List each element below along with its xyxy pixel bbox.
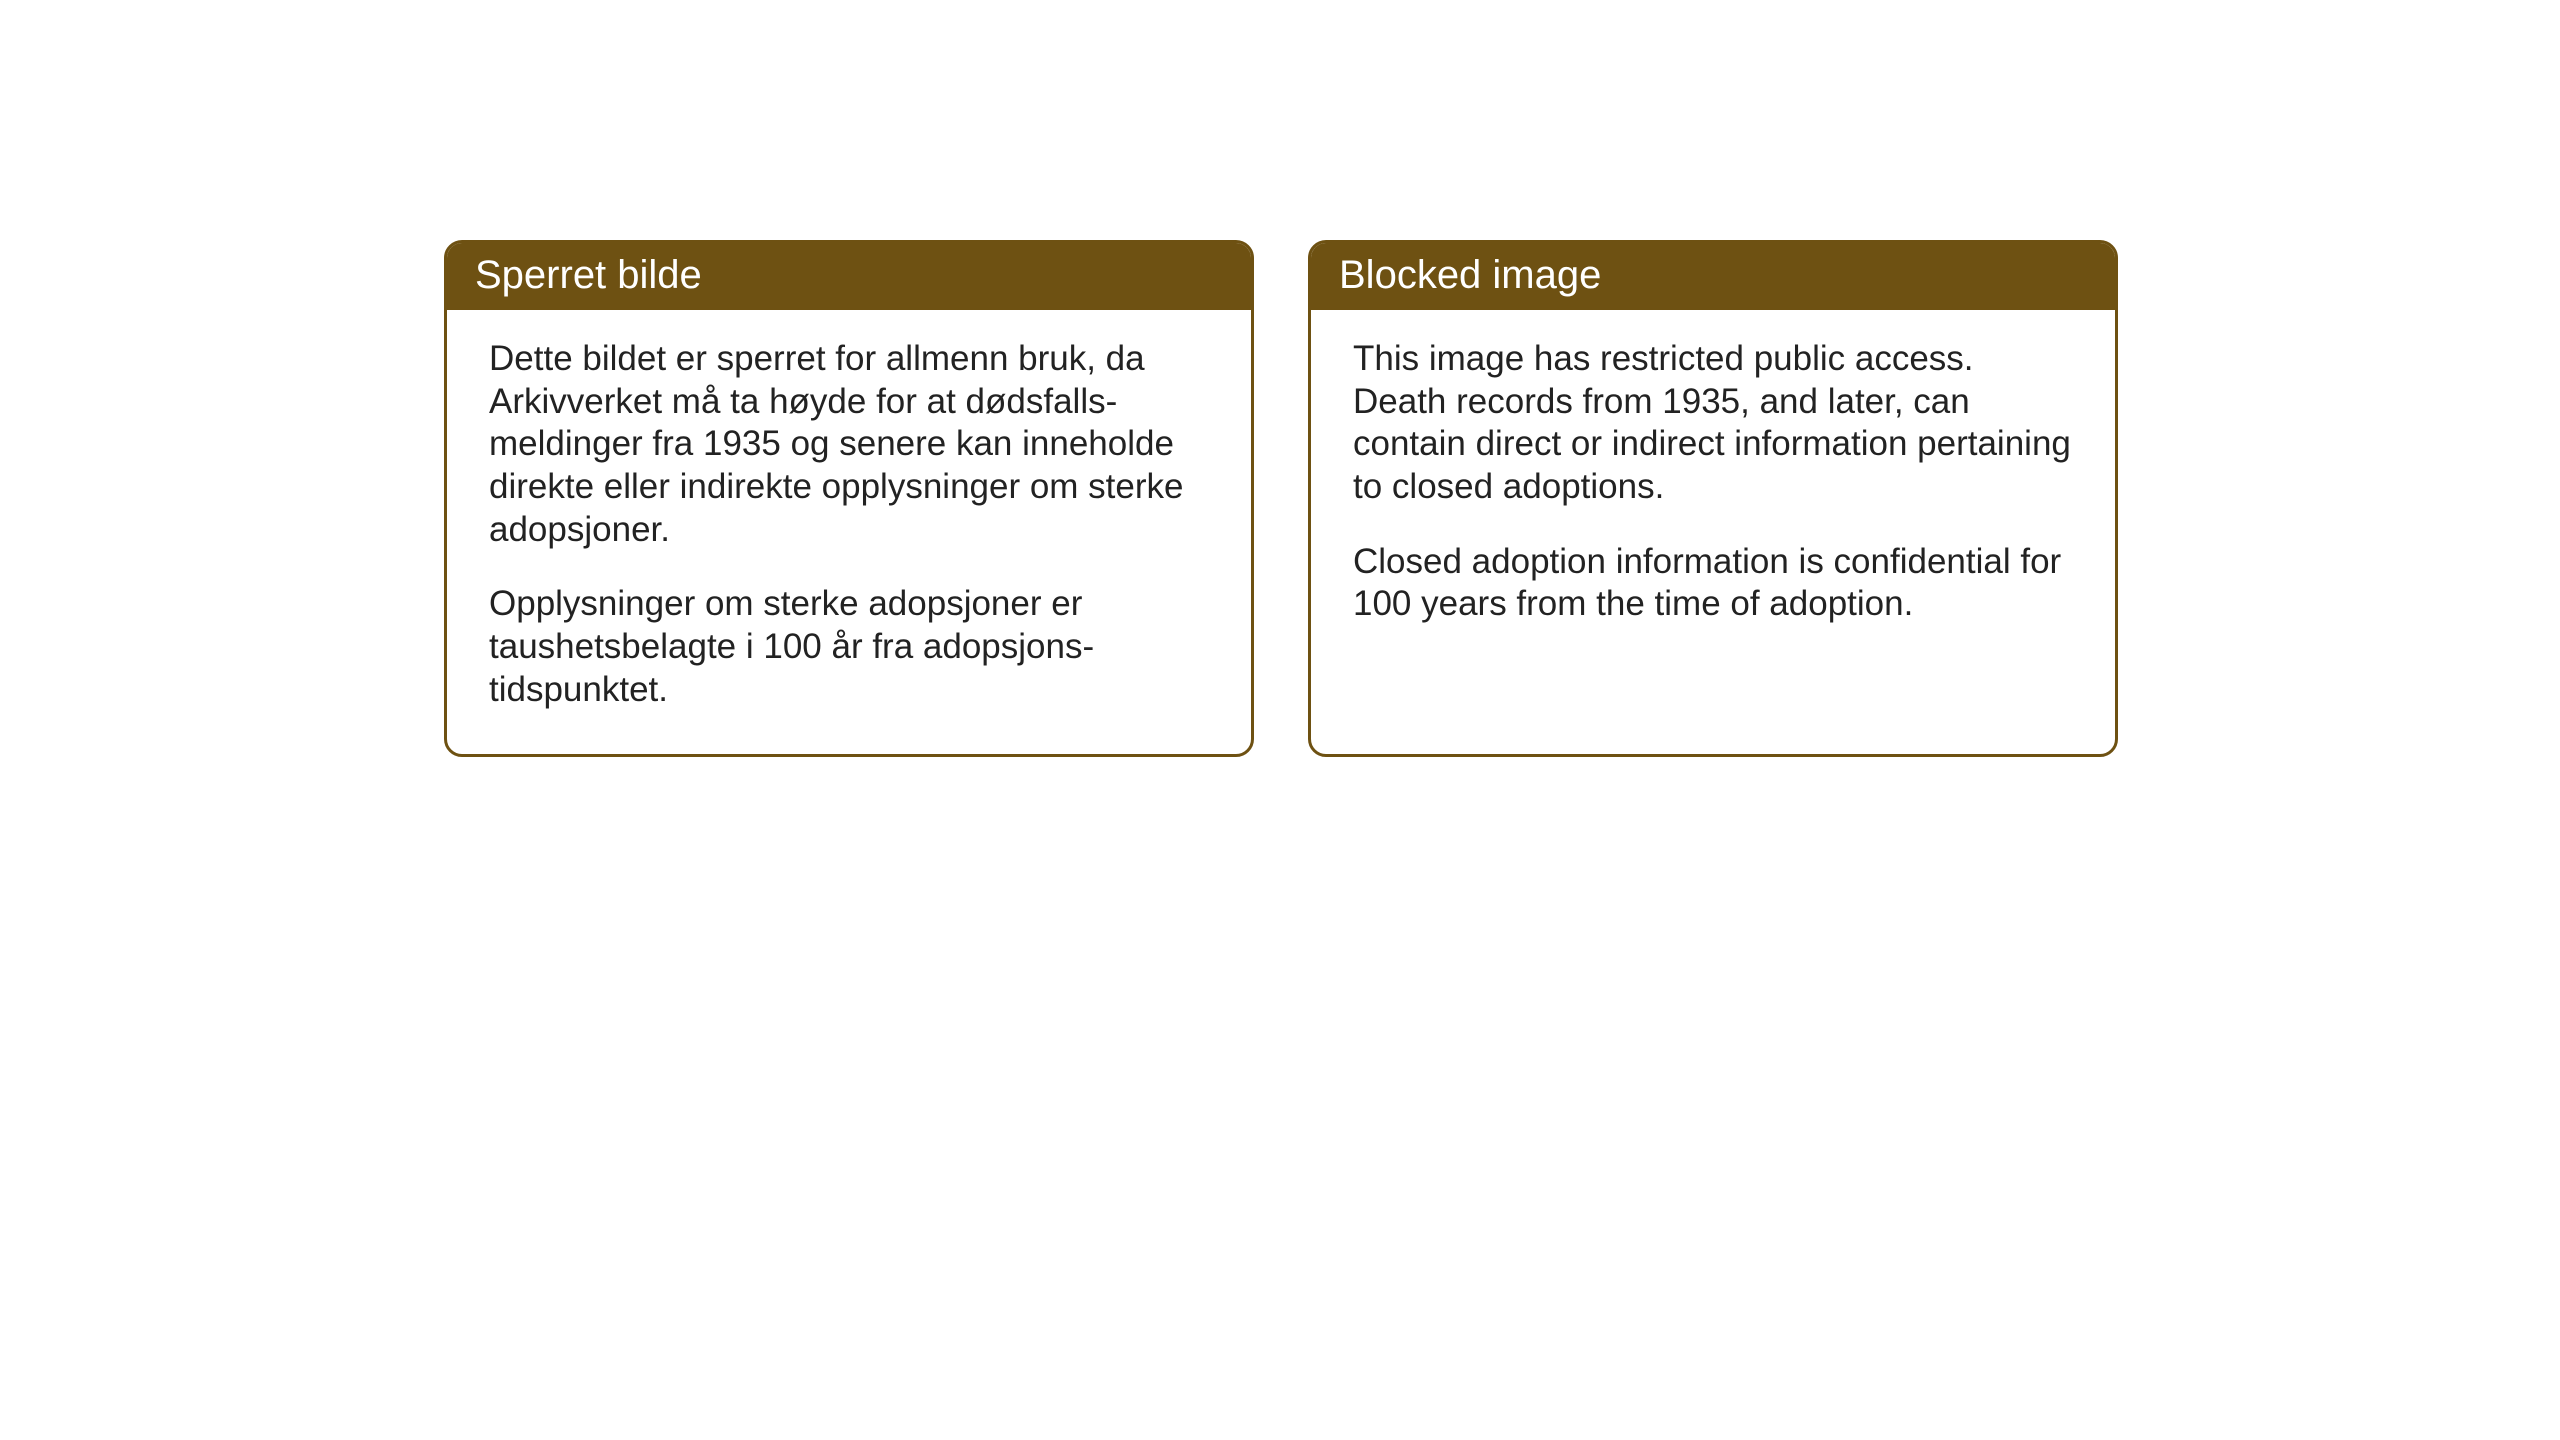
notice-container: Sperret bilde Dette bildet er sperret fo… [444, 240, 2118, 757]
card-paragraph-1-norwegian: Dette bildet er sperret for allmenn bruk… [489, 338, 1209, 551]
card-paragraph-2-english: Closed adoption information is confident… [1353, 541, 2073, 626]
card-title-norwegian: Sperret bilde [475, 253, 702, 297]
card-paragraph-1-english: This image has restricted public access.… [1353, 338, 2073, 509]
notice-card-english: Blocked image This image has restricted … [1308, 240, 2118, 757]
card-paragraph-2-norwegian: Opplysninger om sterke adopsjoner er tau… [489, 583, 1209, 711]
card-title-english: Blocked image [1339, 253, 1601, 297]
card-body-norwegian: Dette bildet er sperret for allmenn bruk… [447, 310, 1251, 754]
notice-card-norwegian: Sperret bilde Dette bildet er sperret fo… [444, 240, 1254, 757]
card-header-norwegian: Sperret bilde [447, 243, 1251, 310]
card-header-english: Blocked image [1311, 243, 2115, 310]
card-body-english: This image has restricted public access.… [1311, 310, 2115, 730]
